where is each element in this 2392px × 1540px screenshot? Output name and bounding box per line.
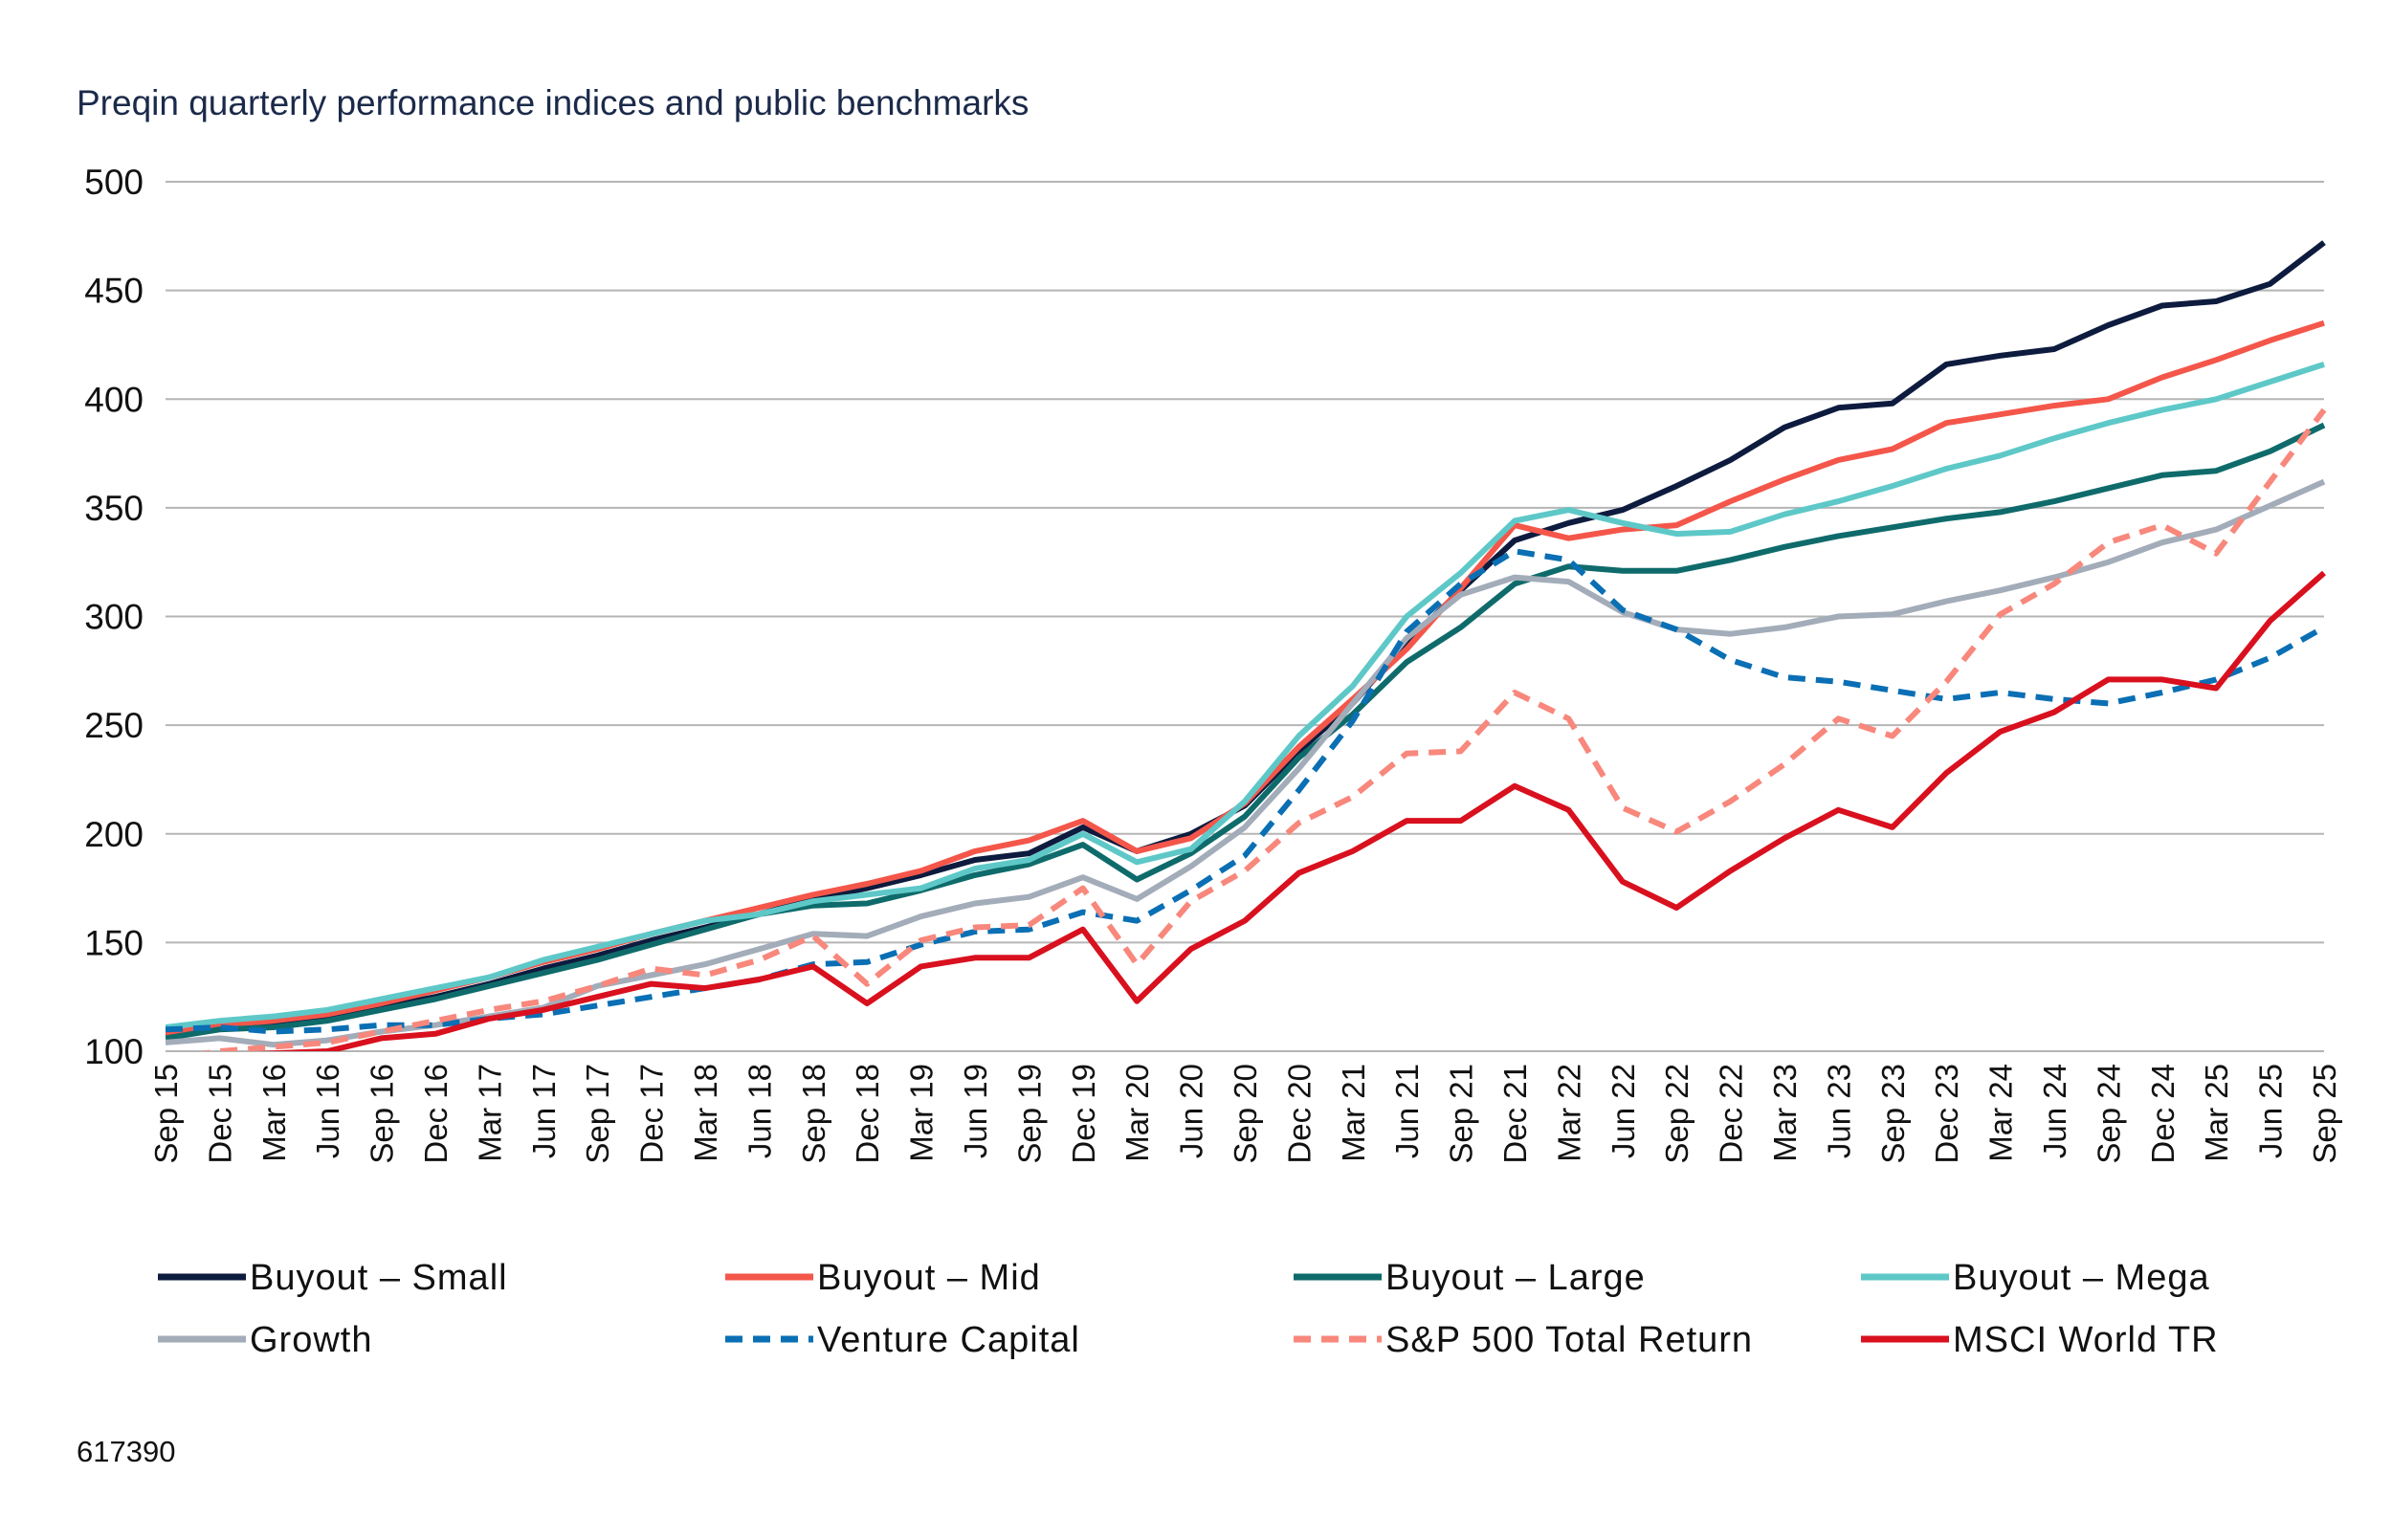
x-tick-label: Mar 16 [256, 1064, 292, 1162]
x-tick-label: Jun 21 [1389, 1064, 1425, 1158]
x-tick-label: Dec 20 [1281, 1064, 1317, 1164]
x-tick-label: Mar 24 [1983, 1064, 2019, 1162]
y-tick-label: 300 [84, 598, 144, 637]
x-tick-label: Mar 23 [1767, 1064, 1803, 1162]
y-tick-label: 250 [84, 706, 144, 745]
series-line-msci-world-tr [255, 570, 2326, 1051]
x-tick-label: Dec 21 [1497, 1064, 1533, 1164]
y-tick-label: 450 [84, 272, 144, 311]
x-tick-label: Jun 17 [526, 1064, 562, 1158]
x-tick-label: Jun 25 [2253, 1064, 2289, 1158]
legend-label: Buyout – Mega [1953, 1258, 2210, 1298]
series-line-buyout-small [166, 240, 2326, 1037]
legend-label: Buyout – Small [250, 1258, 508, 1298]
x-tick-label: Mar 25 [2199, 1064, 2234, 1162]
x-tick-label: Mar 19 [904, 1064, 940, 1162]
x-tick-label: Sep 23 [1875, 1064, 1911, 1164]
x-tick-label: Sep 24 [2091, 1064, 2126, 1164]
x-tick-label: Jun 22 [1606, 1064, 1641, 1158]
x-tick-label: Sep 21 [1444, 1064, 1479, 1164]
legend-label: MSCI World TR [1953, 1320, 2219, 1360]
y-tick-label: 100 [84, 1032, 144, 1071]
x-tick-label: Jun 20 [1174, 1064, 1209, 1158]
x-tick-label: Mar 17 [472, 1064, 507, 1162]
y-tick-label: 350 [84, 489, 144, 528]
x-tick-label: Mar 18 [688, 1064, 723, 1162]
legend-label: Buyout – Large [1385, 1258, 1646, 1298]
x-tick-label: Sep 25 [2307, 1064, 2342, 1164]
x-tick-label: Sep 15 [148, 1064, 184, 1164]
x-tick-label: Dec 17 [634, 1064, 670, 1164]
x-tick-label: Jun 16 [310, 1064, 345, 1158]
legend-label: Buyout – Mid [817, 1258, 1041, 1298]
x-tick-label: Dec 19 [1066, 1064, 1101, 1164]
x-tick-label: Sep 20 [1228, 1064, 1263, 1164]
series-line-buyout-mid [166, 319, 2325, 1037]
series-line-growth [166, 478, 2326, 1048]
series-line-buyout-mega [166, 362, 2325, 1030]
x-tick-label: Sep 16 [365, 1064, 400, 1164]
x-tick-label: Dec 16 [418, 1064, 454, 1164]
legend-label: Growth [250, 1320, 372, 1360]
x-tick-label: Jun 24 [2037, 1064, 2072, 1158]
series-line-venture-capital [166, 548, 2326, 1035]
x-tick-label: Mar 20 [1119, 1064, 1155, 1162]
x-tick-label: Jun 18 [742, 1064, 777, 1158]
series-line-s-p-500-total-return [201, 407, 2327, 1051]
y-tick-label: 150 [84, 923, 144, 962]
y-tick-label: 400 [84, 380, 144, 419]
legend-label: Venture Capital [817, 1320, 1080, 1360]
x-tick-label: Jun 23 [1821, 1064, 1856, 1158]
x-tick-label: Sep 17 [580, 1064, 615, 1164]
chart-title: Preqin quarterly performance indices and… [77, 83, 1029, 122]
y-tick-label: 500 [84, 163, 144, 202]
x-tick-label: Mar 21 [1336, 1064, 1371, 1162]
x-tick-label: Jun 19 [958, 1064, 993, 1158]
footnote: 617390 [77, 1435, 175, 1468]
x-tick-label: Dec 23 [1929, 1064, 1964, 1164]
x-tick-label: Dec 24 [2145, 1064, 2181, 1164]
x-tick-label: Sep 22 [1659, 1064, 1694, 1164]
x-tick-label: Sep 19 [1011, 1064, 1047, 1164]
x-tick-label: Dec 22 [1714, 1064, 1749, 1164]
series-line-buyout-large [166, 422, 2326, 1042]
y-tick-label: 200 [84, 815, 144, 854]
x-tick-label: Dec 15 [202, 1064, 237, 1164]
x-tick-label: Sep 18 [796, 1064, 831, 1164]
x-tick-label: Dec 18 [850, 1064, 885, 1164]
x-tick-label: Mar 22 [1551, 1064, 1586, 1162]
legend-label: S&P 500 Total Return [1385, 1320, 1753, 1360]
